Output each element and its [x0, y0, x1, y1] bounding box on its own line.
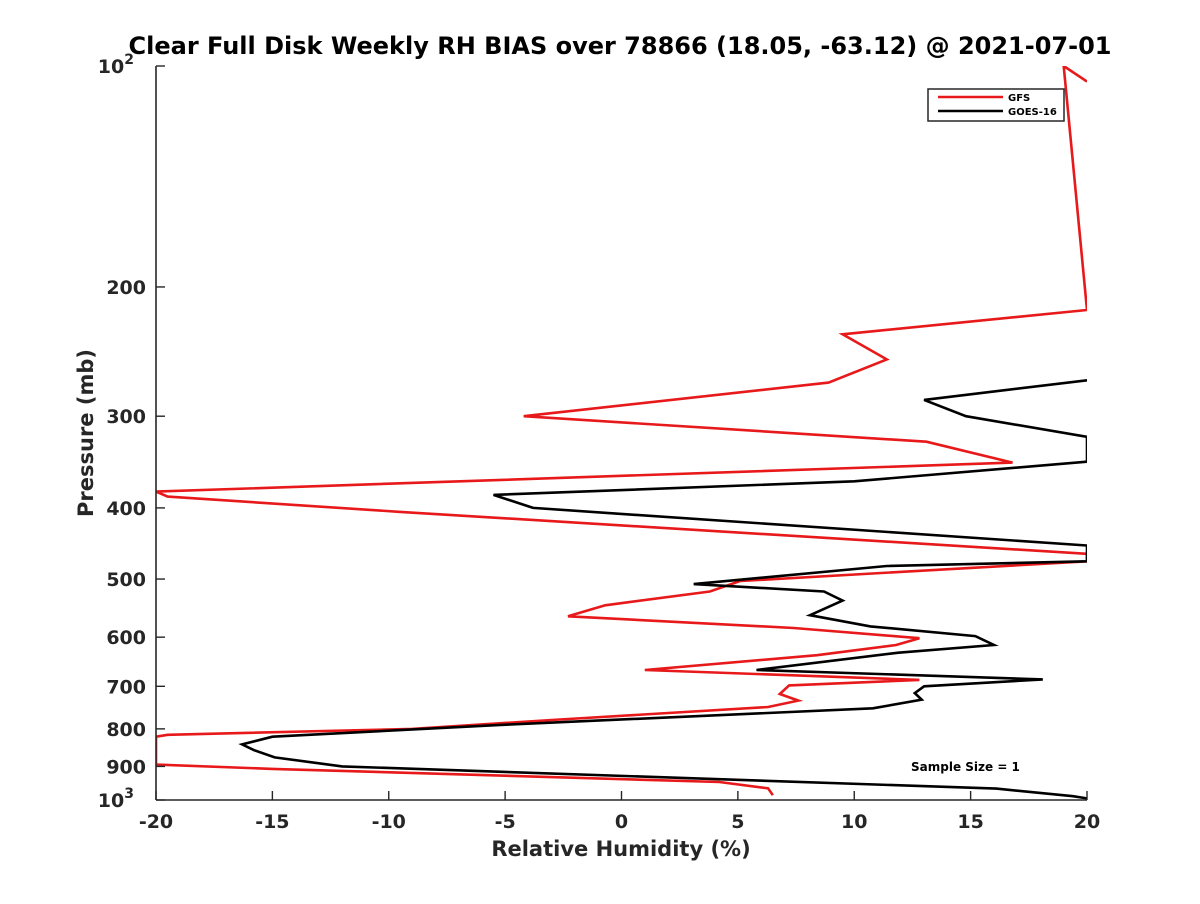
y-tick-label: 500 [106, 569, 146, 591]
y-tick-label: 103 [98, 786, 134, 812]
x-tick-label: 15 [957, 811, 983, 833]
x-tick-label: 20 [1074, 811, 1100, 833]
y-tick-label: 200 [106, 277, 146, 299]
y-tick-label: 700 [106, 676, 146, 698]
x-tick-label: -15 [255, 811, 289, 833]
y-tick-label: 800 [106, 719, 146, 741]
y-tick-label: 900 [106, 756, 146, 778]
x-tick-label: -20 [139, 811, 173, 833]
legend-label-goes16: GOES-16 [1008, 107, 1057, 118]
axes-layer [155, 66, 1087, 801]
y-tick-label: 600 [106, 627, 146, 649]
y-tick-label: 102 [98, 52, 134, 78]
x-axis-label: Relative Humidity (%) [491, 837, 750, 861]
plot-area: -20 -15 -10 -5 0 5 10 15 20 102 200 300 400 500 600 700… [98, 52, 1100, 833]
series-layer [156, 66, 1087, 800]
x-tick-label: 0 [615, 811, 628, 833]
series-line-gfs [156, 66, 1087, 796]
series-line-goes16 [238, 379, 1087, 800]
x-tick-label: 10 [841, 811, 867, 833]
y-tick-label: 400 [106, 498, 146, 520]
x-tick-label: 5 [731, 811, 744, 833]
y-tick-label: 300 [106, 406, 146, 428]
x-tick-label: -5 [495, 811, 516, 833]
chart-title: Clear Full Disk Weekly RH BIAS over 7886… [129, 32, 1112, 60]
y-axis-label: Pressure (mb) [74, 349, 98, 517]
x-tick-label: -10 [372, 811, 406, 833]
legend-label-gfs: GFS [1008, 93, 1030, 104]
legend-box [927, 88, 1065, 122]
ticks-layer: -20 -15 -10 -5 0 5 10 15 20 102 200 300 400 500 600 700… [98, 52, 1100, 833]
legend: GFS GOES-16 [927, 88, 1065, 122]
sample-size-annotation: Sample Size = 1 [911, 760, 1020, 774]
